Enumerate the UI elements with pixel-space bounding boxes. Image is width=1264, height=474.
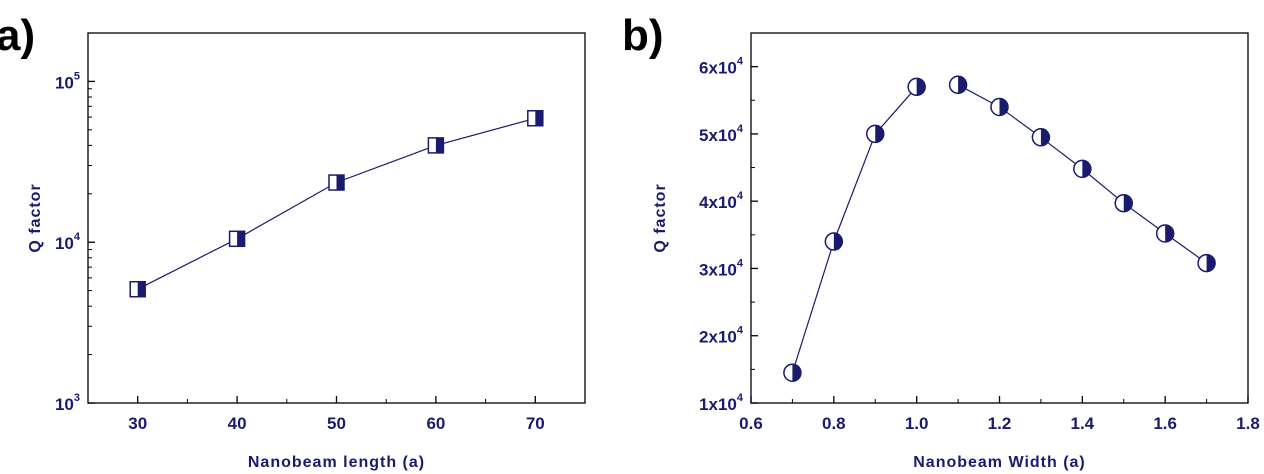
- x-tick-label: 1.2: [988, 414, 1012, 433]
- x-tick-label: 50: [327, 414, 346, 433]
- y-tick-exponent: 4: [74, 231, 81, 243]
- plot-frame: [87, 32, 586, 404]
- marker-fill: [535, 110, 543, 126]
- y-tick-exponent: 4: [737, 190, 744, 202]
- marker-fill: [1040, 128, 1050, 146]
- y-tick-base: 4x10: [699, 193, 737, 212]
- series-line: [137, 117, 536, 290]
- data-point: [1031, 128, 1051, 147]
- data-point: [824, 232, 844, 251]
- data-point: [129, 280, 146, 298]
- data-point: [427, 137, 445, 154]
- data-point: [228, 230, 246, 248]
- y-tick-exponent: 4: [737, 257, 744, 269]
- x-tick-label: 1.4: [1071, 414, 1095, 433]
- y-tick-base: 3x10: [699, 260, 737, 279]
- marker-fill: [875, 125, 884, 143]
- data-point: [990, 97, 1009, 117]
- y-tick-label: 104: [55, 231, 81, 253]
- y-tick-label: 4x104: [699, 190, 744, 212]
- data-point: [866, 124, 885, 144]
- marker-fill: [999, 98, 1008, 116]
- y-tick-exponent: 4: [737, 56, 744, 68]
- x-tick-label: 1.8: [1236, 414, 1260, 433]
- x-axis-title: Nanobeam length (a): [248, 454, 425, 471]
- marker-fill: [916, 78, 926, 96]
- marker-fill: [1165, 224, 1174, 242]
- panel-label: a): [0, 11, 35, 60]
- data-point: [1114, 193, 1133, 213]
- y-tick-label: 2x104: [699, 325, 744, 347]
- x-tick-label: 0.8: [822, 414, 846, 433]
- y-tick-base: 5x10: [699, 126, 737, 145]
- x-tick-label: 0.6: [739, 414, 763, 433]
- marker-fill: [1123, 194, 1133, 212]
- y-tick-exponent: 5: [74, 70, 80, 82]
- x-tick-label: 60: [426, 414, 445, 433]
- y-tick-base: 2x10: [699, 328, 737, 347]
- plot-frame: [750, 32, 1249, 404]
- y-axis-title: Q factor: [652, 183, 669, 252]
- y-tick-exponent: 3: [74, 392, 80, 404]
- data-point: [1073, 159, 1092, 179]
- y-tick-base: 6x10: [699, 59, 737, 78]
- y-tick-exponent: 4: [737, 123, 744, 135]
- x-tick-label: 1.0: [905, 414, 929, 433]
- y-tick-label: 6x104: [699, 56, 744, 78]
- marker-fill: [1082, 160, 1091, 178]
- data-point: [527, 110, 544, 127]
- y-tick-base: 10: [55, 395, 74, 414]
- data-point: [1155, 224, 1175, 243]
- y-tick-label: 3x104: [699, 257, 744, 279]
- y-tick-base: 10: [55, 73, 74, 92]
- marker-fill: [237, 231, 245, 247]
- data-point: [783, 363, 802, 382]
- x-tick-label: 70: [526, 414, 545, 433]
- y-tick-label: 103: [55, 392, 80, 414]
- series-line: [791, 86, 918, 373]
- marker-fill: [1206, 254, 1216, 272]
- y-tick-label: 5x104: [699, 123, 744, 145]
- panel-label: b): [622, 11, 664, 60]
- y-tick-base: 10: [55, 234, 74, 253]
- marker-fill: [137, 281, 146, 297]
- chart-panel-b: b)0.6 0.8 1.0 1.2 1.4 1.6 1.81x1042x1043x1044x…: [622, 11, 1260, 471]
- marker-fill: [336, 175, 344, 191]
- marker-fill: [792, 364, 801, 382]
- marker-fill: [435, 137, 444, 153]
- data-point: [328, 174, 345, 191]
- x-tick-label: 1.6: [1153, 414, 1177, 433]
- y-tick-exponent: 4: [737, 325, 744, 337]
- x-tick-label: 30: [128, 414, 147, 433]
- y-tick-exponent: 4: [737, 392, 744, 404]
- x-tick-label: 40: [228, 414, 247, 433]
- y-tick-label: 1x104: [699, 392, 744, 414]
- marker-fill: [833, 233, 843, 251]
- y-tick-label: 105: [55, 70, 80, 92]
- x-axis-title: Nanobeam Width (a): [913, 454, 1086, 471]
- y-axis-title: Q factor: [27, 183, 44, 252]
- data-point: [907, 77, 926, 97]
- data-point: [948, 75, 968, 95]
- marker-fill: [958, 76, 967, 94]
- y-tick-base: 1x10: [699, 395, 737, 414]
- data-point: [1197, 253, 1216, 273]
